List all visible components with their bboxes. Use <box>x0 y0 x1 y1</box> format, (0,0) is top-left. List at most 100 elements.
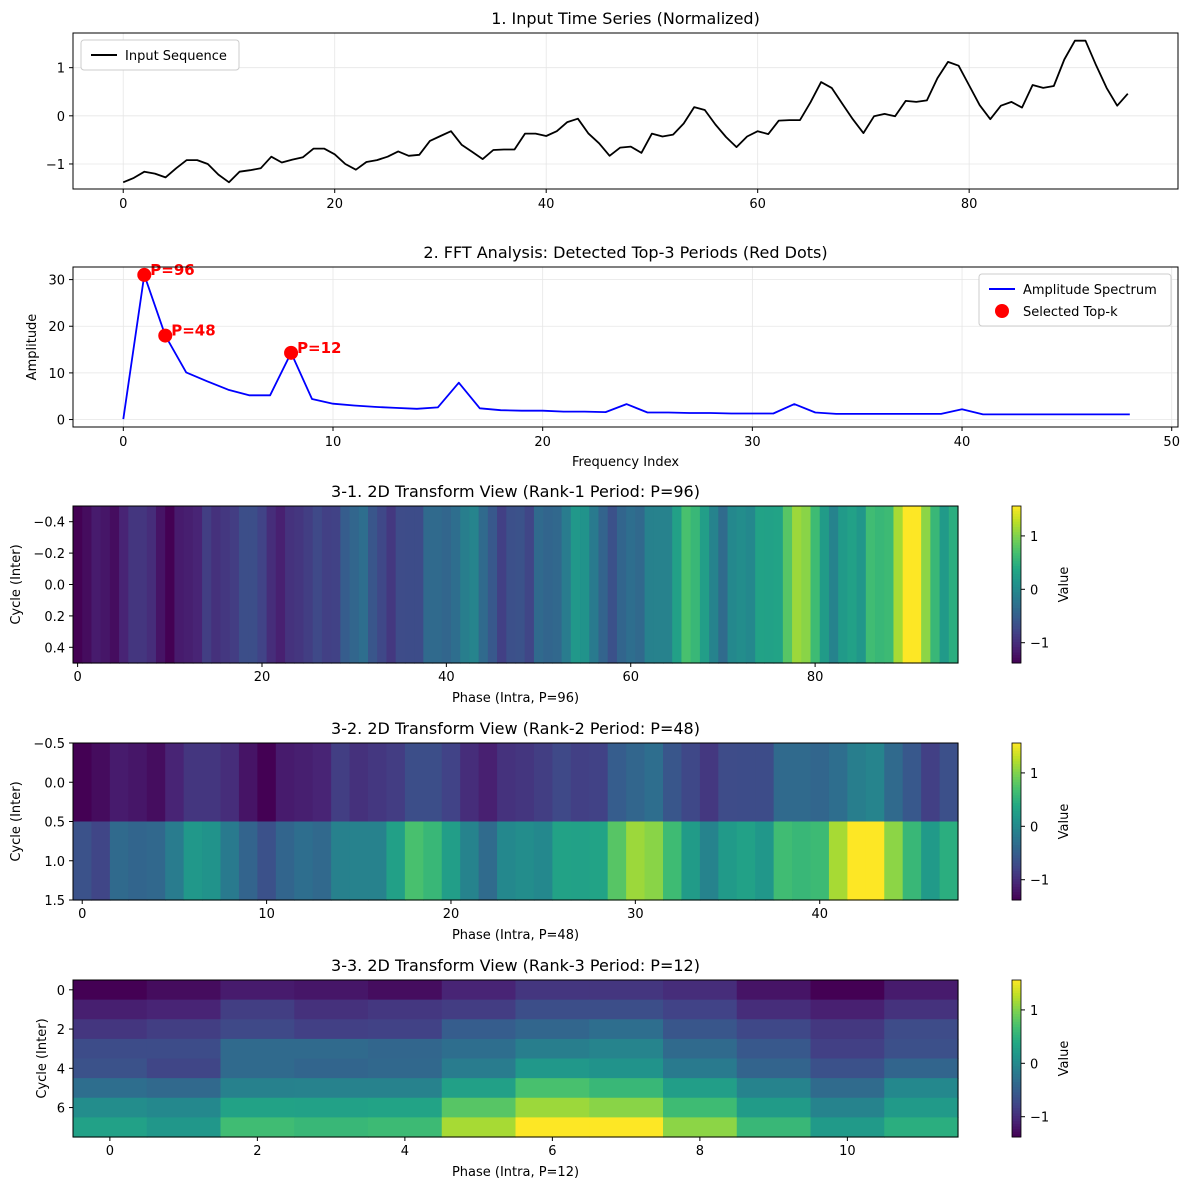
colorbar-step <box>1012 761 1021 765</box>
colorbar-step <box>1012 621 1021 625</box>
heatmap-cell <box>921 743 941 823</box>
heatmap-cell <box>884 506 895 664</box>
colorbar-step <box>1012 818 1021 822</box>
colorbar-step <box>1012 1068 1021 1073</box>
heatmap-cell <box>515 743 535 823</box>
y-axis-label: Cycle (Inter) <box>35 1018 50 1098</box>
x-tick-label: 10 <box>325 435 342 450</box>
heatmap-cell <box>736 980 812 1001</box>
colorbar-step <box>1012 813 1021 817</box>
top-k-point <box>284 345 299 360</box>
heatmap-cell <box>589 506 600 664</box>
heatmap-cell <box>441 743 461 823</box>
colorbar-step <box>1012 1045 1021 1049</box>
heatmap-cell <box>377 506 388 664</box>
heatmap-cell <box>736 821 756 901</box>
colorbar-step <box>1012 555 1021 559</box>
colorbar-step <box>1012 1029 1021 1033</box>
heatmap-cell <box>884 980 959 1001</box>
colorbar-step <box>1012 1048 1021 1052</box>
heatmap-cell <box>146 821 166 901</box>
heatmap-cell <box>275 506 286 664</box>
colorbar-step <box>1012 1105 1021 1109</box>
colorbar-step <box>1012 519 1021 523</box>
colorbar-step <box>1012 871 1021 875</box>
colorbar-step <box>1012 1008 1021 1012</box>
heatmap-cell <box>478 821 498 901</box>
chart-4: 0 10 20 30 40−0.50.00.51.01.53-2. 2D Transfo… <box>9 719 1072 943</box>
colorbar-step <box>1012 779 1021 783</box>
colorbar-step <box>1012 756 1021 760</box>
heatmap-cell <box>736 999 812 1020</box>
heatmap-cell <box>884 1058 959 1079</box>
heatmap-cell <box>736 743 756 823</box>
colorbar-step <box>1012 987 1021 991</box>
colorbar-step <box>1012 763 1021 768</box>
y-tick-label: 10 <box>48 367 65 382</box>
heatmap-cell <box>663 821 683 901</box>
colorbar-step <box>1012 1134 1021 1138</box>
heatmap-cell <box>155 506 166 664</box>
colorbar-step <box>1012 563 1021 567</box>
heatmap-cell <box>736 1019 812 1040</box>
heatmap-cell <box>487 506 498 664</box>
heatmap-cell <box>819 506 830 664</box>
y-tick-label: 6 <box>57 1102 65 1117</box>
heatmap-cell <box>792 743 812 823</box>
heatmap-cell <box>681 506 692 664</box>
colorbar-frame <box>1011 505 1022 664</box>
legend-box <box>978 273 1172 327</box>
legend-label: Input Sequence <box>125 49 227 64</box>
colorbar-step <box>1012 1131 1021 1135</box>
x-tick-label: 40 <box>954 435 971 450</box>
x-tick-label: 0 <box>119 435 127 450</box>
colorbar-step <box>1012 1118 1021 1122</box>
heatmap-cell <box>349 821 369 901</box>
colorbar-step <box>1012 993 1021 997</box>
heatmap-cell <box>183 821 203 901</box>
colorbar-step <box>1012 982 1021 986</box>
heatmap-cell <box>884 821 904 901</box>
heatmap-cell <box>607 506 618 664</box>
heatmap-cell <box>478 743 498 823</box>
heatmap-cell <box>331 743 351 823</box>
x-tick-label: 80 <box>807 670 824 685</box>
heatmap-cell <box>386 743 406 823</box>
colorbar-step <box>1012 985 1021 989</box>
series-line-1 <box>122 39 1129 184</box>
heatmap-cell <box>589 1058 664 1079</box>
colorbar-step <box>1012 1053 1021 1057</box>
y-tick-label: 0 <box>57 984 65 999</box>
heatmap-cell <box>146 1097 222 1118</box>
colorbar-step <box>1012 1123 1021 1128</box>
colorbar-step <box>1012 845 1021 849</box>
heatmap-cell <box>838 506 848 664</box>
heatmap-cell <box>902 821 922 901</box>
colorbar-step <box>1012 1006 1021 1010</box>
heatmap-cell <box>303 506 314 664</box>
colorbar-step <box>1012 1040 1021 1044</box>
colorbar-step <box>1012 568 1021 572</box>
legend-marker-swatch <box>995 304 1009 318</box>
heatmap-cell <box>220 743 240 823</box>
heatmap-cells <box>73 980 959 1138</box>
colorbar-step <box>1012 623 1021 627</box>
heatmap-cell <box>921 506 931 664</box>
heatmap-cell <box>810 821 830 901</box>
heatmap-cell <box>828 821 848 901</box>
heatmap-cell <box>653 506 664 664</box>
heatmap-cell <box>497 821 517 901</box>
colorbar-step <box>1012 886 1021 891</box>
heatmap-cell <box>73 743 93 823</box>
heatmap-cell <box>810 1117 885 1138</box>
heatmap-cell <box>73 980 148 1001</box>
x-axis-label: Phase (Intra, P=48) <box>452 928 579 943</box>
colorbar-step <box>1012 1095 1021 1099</box>
colorbar-step <box>1012 605 1021 609</box>
heatmap-cell <box>875 506 885 664</box>
x-tick-label: 60 <box>622 670 639 685</box>
y-tick-label: −0.2 <box>33 547 65 562</box>
heatmap-cell <box>441 1038 517 1060</box>
heatmap-cell <box>312 743 332 823</box>
